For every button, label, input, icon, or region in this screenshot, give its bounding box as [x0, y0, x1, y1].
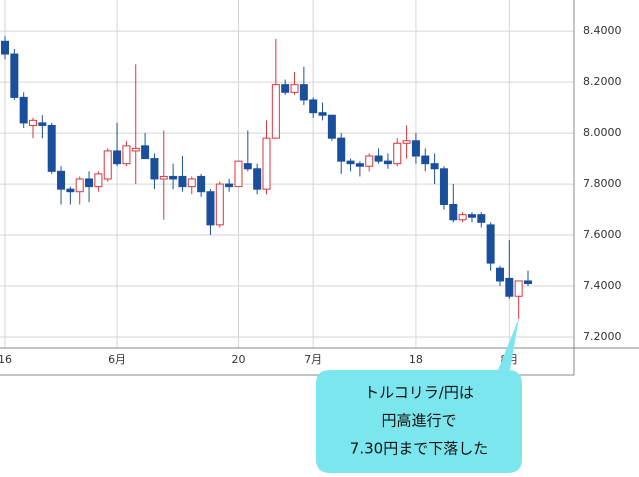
x-tick-label: 6月 [108, 353, 126, 366]
candle-body [411, 140, 420, 157]
y-tick-label: 7.2000 [583, 330, 622, 343]
y-tick-label: 8.4000 [583, 24, 622, 37]
candle-body [505, 277, 514, 297]
y-tick-label: 7.4000 [583, 279, 622, 292]
candle-body [374, 155, 383, 162]
candle-body [477, 214, 486, 223]
candle-body [458, 214, 467, 221]
candle-body [131, 147, 140, 152]
candle-body [187, 178, 196, 188]
y-tick-label: 8.2000 [583, 75, 622, 88]
candle-body [486, 224, 495, 264]
candles [1, 36, 532, 320]
x-tick-label: 7月 [304, 353, 322, 366]
candle-body [439, 168, 448, 205]
candle-body [253, 168, 262, 190]
candle-body [150, 158, 159, 180]
candle-body [38, 122, 47, 126]
candle-body [243, 163, 252, 170]
candle-body [402, 140, 411, 144]
candle-body [197, 175, 206, 193]
candle-body [299, 84, 308, 101]
candle-body [524, 280, 532, 284]
candle-body [355, 163, 364, 167]
candle-body [514, 280, 523, 297]
candle-body [75, 178, 84, 193]
y-tick-label: 8.0000 [583, 126, 622, 139]
candle-body [225, 183, 234, 188]
candle-body [215, 183, 224, 226]
candle-body [141, 145, 150, 160]
candle-body [271, 84, 280, 139]
candle-body [10, 53, 19, 98]
candle-body [113, 150, 122, 165]
candle-body [430, 163, 439, 170]
candle-body [206, 191, 215, 226]
candle-body [327, 114, 336, 139]
candle-body [94, 173, 103, 188]
candle-body [346, 160, 355, 165]
candle-body [495, 267, 504, 282]
candle-body [262, 137, 271, 190]
candle-body [19, 96, 28, 124]
candle-body [365, 155, 374, 167]
candle-body [449, 203, 458, 221]
candle-body [178, 175, 187, 188]
candle-body [383, 160, 392, 165]
candle-body [318, 112, 327, 116]
x-tick-label: 18 [409, 353, 423, 366]
candle-body [281, 84, 290, 93]
x-tick-label: 20 [231, 353, 245, 366]
labels: 7.2000 7.4000 7.6000 7.8000 8.0000 8.2000 8.40… [0, 24, 622, 366]
candle-body [309, 99, 318, 114]
x-tick-label: 16 [0, 353, 12, 366]
annotation: 円高進行で [381, 412, 456, 430]
candle-body [1, 40, 9, 55]
candle-body [290, 84, 299, 93]
candle-body [57, 170, 66, 190]
candle-body [169, 175, 178, 180]
candle-body [66, 188, 75, 193]
annotation: 7.30円まで下落した [350, 440, 488, 458]
candle-body [393, 142, 402, 165]
candle-body [421, 155, 430, 165]
candle-body [234, 160, 243, 188]
candle-body [103, 150, 112, 180]
candle-body [122, 145, 131, 165]
candle-body [337, 137, 346, 162]
y-tick-label: 7.6000 [583, 228, 622, 241]
candle-body [85, 178, 94, 188]
candle-body [29, 119, 38, 126]
candle-body [47, 124, 56, 172]
candle-body [159, 175, 168, 180]
candle-body [467, 214, 476, 218]
y-tick-label: 7.8000 [583, 177, 622, 190]
annotation: トルコリラ/円は [364, 384, 474, 402]
callout-bubble [316, 318, 522, 473]
